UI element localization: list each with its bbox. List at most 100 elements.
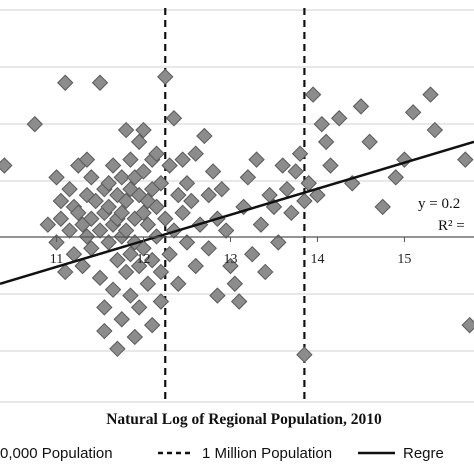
data-point (100, 234, 117, 251)
x-tick-label: 11 (50, 252, 63, 267)
data-point (270, 234, 287, 251)
data-point (422, 86, 439, 103)
data-point (157, 210, 174, 227)
data-point (317, 133, 335, 151)
data-point (374, 198, 391, 216)
data-point (396, 151, 413, 168)
data-point (87, 192, 104, 210)
data-point (26, 115, 43, 133)
data-point (148, 198, 165, 216)
data-point (426, 121, 444, 139)
data-point (52, 192, 70, 210)
data-point (96, 299, 113, 316)
data-point (139, 275, 157, 292)
data-point (143, 316, 161, 334)
data-points (0, 68, 474, 363)
x-axis: 11 12 13 14 15 (0, 236, 474, 267)
data-point (170, 275, 187, 292)
data-point (283, 204, 300, 222)
data-point (130, 299, 148, 316)
data-point (152, 293, 170, 310)
data-point (165, 110, 183, 127)
data-point (126, 328, 144, 346)
x-tick-label: 13 (223, 252, 237, 267)
data-point (109, 340, 126, 358)
data-point (91, 74, 109, 91)
data-point (152, 175, 170, 192)
data-point (230, 293, 248, 310)
grid (0, 9, 474, 403)
data-point (461, 316, 474, 334)
data-point (152, 263, 170, 281)
data-point (170, 186, 187, 204)
data-point (139, 216, 157, 233)
data-point (361, 133, 378, 151)
legend: 0,000 Population 1 Million Population Re… (0, 445, 444, 462)
data-point (117, 192, 135, 210)
data-point (48, 234, 65, 251)
data-point (109, 251, 126, 269)
data-point (330, 110, 348, 127)
data-point (52, 210, 70, 227)
x-tick-label: 14 (310, 252, 324, 267)
data-point (61, 222, 78, 239)
data-point (235, 198, 252, 216)
data-point (274, 157, 291, 174)
data-point (174, 151, 191, 168)
data-point (0, 157, 13, 174)
data-point (135, 240, 152, 257)
data-point (135, 204, 152, 222)
x-tick-label: 15 (397, 252, 411, 267)
data-point (135, 163, 152, 180)
data-point (352, 98, 370, 115)
data-point (387, 169, 404, 186)
data-point (83, 169, 100, 186)
data-point (322, 157, 339, 174)
regression-equation: y = 0.2 (418, 196, 460, 212)
data-point (104, 281, 122, 298)
data-point (200, 240, 217, 257)
data-point (48, 169, 65, 186)
data-point (183, 192, 200, 210)
data-point (196, 127, 213, 145)
data-point (57, 263, 74, 281)
data-point (157, 68, 174, 86)
data-point (174, 204, 191, 222)
data-point (304, 86, 322, 103)
x-tick-label: 12 (137, 252, 151, 267)
data-point (309, 186, 326, 204)
data-point (200, 186, 217, 204)
data-point (130, 257, 148, 275)
data-point (217, 222, 235, 239)
legend-label-regression: Regre (403, 445, 444, 462)
data-point (178, 234, 196, 251)
data-point (91, 222, 109, 239)
legend-label-1-million: 1 Million Population (202, 445, 332, 462)
data-point (222, 257, 239, 275)
data-point (257, 263, 274, 281)
data-point (91, 269, 109, 287)
r-squared-label: R² = (438, 218, 465, 234)
data-point (252, 216, 270, 233)
data-point (291, 145, 309, 162)
legend-label-population: 0,000 Population (0, 445, 113, 462)
x-axis-title: Natural Log of Regional Population, 2010 (106, 411, 382, 428)
data-point (113, 311, 130, 328)
data-point (96, 322, 113, 340)
data-point (122, 245, 139, 263)
data-point (100, 198, 117, 216)
data-point (204, 163, 222, 180)
data-point (113, 169, 130, 186)
regression-line-group (0, 140, 474, 285)
data-point (130, 133, 148, 151)
data-point (209, 287, 226, 304)
data-point (104, 157, 122, 174)
data-point (178, 175, 196, 192)
data-point (213, 180, 230, 198)
data-point (83, 210, 100, 227)
data-point (404, 104, 422, 121)
data-point (161, 245, 178, 263)
data-point (113, 204, 130, 222)
data-point (135, 121, 152, 139)
